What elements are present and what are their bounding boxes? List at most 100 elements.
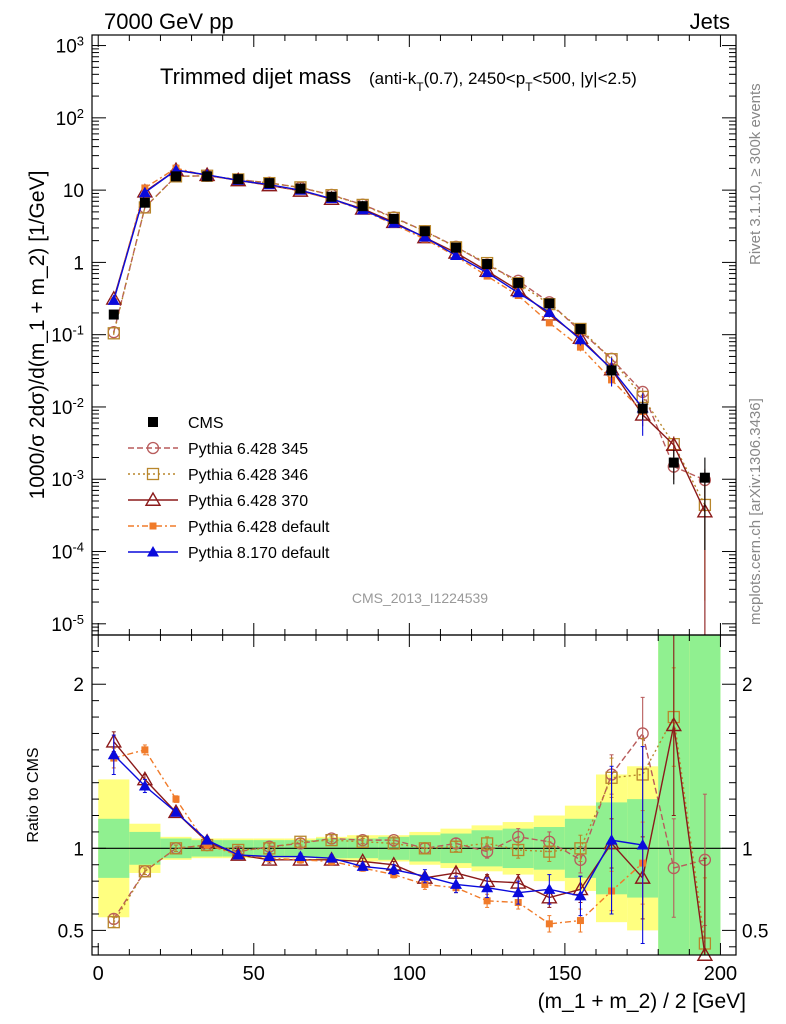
series-point-4 [418,231,431,242]
y-tick-label: 10 [63,181,84,202]
legend-marker-2 [144,491,162,506]
ratio-point-3 [203,841,211,849]
ratio-point-4 [294,850,307,862]
ratio-point-4 [170,806,182,817]
x-tick-label: 100 [393,963,426,985]
series-point-3 [545,319,553,327]
axes: 0 50 100 150 20010-510-410-310-210-111010210… [51,33,768,985]
cms-point [606,365,617,376]
ratio-plot-frame [91,634,737,956]
cms-point [699,472,710,483]
ratio-point-1 [543,845,556,858]
series-point-4 [512,286,525,298]
ratio-y-tick-label-right: 2 [742,675,753,696]
y-tick-label: 10-5 [51,611,84,636]
cms-point [668,457,679,468]
ratio-y-tick-label-right: 1 [742,839,753,860]
cms-point [482,259,493,270]
y-axis-label: 1000/σ 2dσ)/d(m_1 + m_2) [1/GeV] [26,171,49,500]
ratio-point-1 [294,835,307,848]
cms-point [544,298,555,309]
ratio-point-4 [512,886,525,898]
ratio-point-1 [356,835,369,848]
legend-item-0: Pythia 6.428 345 [128,441,308,458]
chart-title: Trimmed dijet mass [160,64,351,89]
series-point-4 [107,294,120,305]
legend-item-4: Pythia 8.170 default [128,545,330,562]
legend-label-1: Pythia 6.428 346 [188,467,308,484]
x-tick-label: 150 [548,963,581,985]
ratio-plot-area [92,634,736,961]
ratio-point-4 [356,860,369,871]
ratio-point-4 [481,881,494,893]
x-tick-label: 200 [704,963,737,985]
cms-point [233,174,244,185]
ratio-point-3 [545,920,553,928]
legend: CMS Pythia 6.428 345 Pythia 6.428 346 Pythi… [128,415,330,562]
cms-point [202,171,213,182]
analysis-id-label: CMS_2013_I1224539 [352,590,488,606]
ratio-point-1 [418,842,432,855]
cms-point [419,226,430,237]
cms-point [575,323,586,334]
ratio-point-1 [387,837,400,850]
ratio-point-4 [107,748,120,760]
ratio-point-1 [169,842,183,855]
x-tick-label: 0 [93,963,104,985]
legend-marker-3 [149,522,157,530]
series-point-4 [543,306,556,318]
ratio-point-1 [480,837,494,850]
ratio-point-3 [172,795,180,803]
header-right: Jets [690,9,730,34]
legend-marker-1 [146,467,160,481]
ratio-point-4 [574,889,587,901]
ratio-point-1 [138,865,152,878]
x-axis-label: (m_1 + m_2) / 2 [GeV] [538,990,746,1013]
ratio-point-4 [201,834,214,845]
ratio-y-tick-label: 2 [73,675,84,696]
ratio-point-2 [696,946,714,961]
ratio-point-4 [636,839,649,850]
cms-point [326,191,337,202]
cms-point [108,309,119,320]
chart-title-suffix: (anti-kT(0.7), 2450<pT<500, |y|<2.5) [369,69,637,94]
ratio-point-3 [576,917,584,925]
ratio-y-tick-label-right: 0.5 [742,921,768,942]
y-tick-label: 10-2 [51,394,84,419]
ratio-point-3 [483,897,491,905]
cms-point [637,403,648,414]
ratio-point-4 [263,850,276,862]
series-point-4 [481,266,494,278]
legend-item-3: Pythia 6.428 default [128,519,330,536]
ratio-point-1 [107,916,120,929]
y-tick-label: 10-1 [51,322,84,347]
y-tick-label: 1 [73,253,84,274]
ratio-point-4 [418,870,431,881]
ratio-y-tick-label: 1 [73,839,84,860]
ratio-point-4 [543,883,556,894]
ratio-y-axis-label: Ratio to CMS [25,747,42,842]
ratio-point-2 [665,716,682,732]
ratio-point-1 [449,840,463,853]
cms-point [171,171,181,182]
series-line-2 [113,169,706,512]
legend-item-1: Pythia 6.428 346 [128,467,308,484]
legend-label-2: Pythia 6.428 370 [188,493,308,510]
ratio-point-2 [167,803,185,819]
side-label-top: Rivet 3.1.10, ≥ 300k events [747,83,764,265]
ratio-point-4 [138,779,151,791]
ratio-point-0 [667,861,680,875]
cms-point [264,178,275,189]
legend-marker-cms [148,417,158,427]
y-tick-label: 10-4 [51,539,84,564]
ratio-point-3 [421,880,429,888]
series-point-4 [574,333,587,345]
y-tick-label: 102 [56,105,84,130]
ratio-point-4 [325,852,338,863]
ratio-point-1 [574,842,587,855]
cms-point [388,213,399,224]
cms-point [295,183,306,194]
legend-marker-4 [147,546,159,557]
legend-item-cms: CMS [148,415,224,432]
